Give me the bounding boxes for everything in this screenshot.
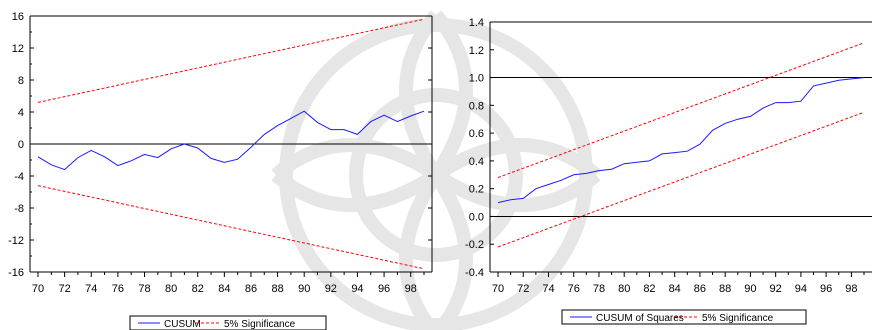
x-tick-label: 82: [643, 283, 655, 295]
x-tick-label: 80: [165, 283, 177, 295]
x-tick-label: 88: [271, 283, 283, 295]
y-tick-label: 0.0: [469, 211, 484, 223]
x-tick-label: 92: [770, 283, 782, 295]
y-tick-label: 0.8: [469, 100, 484, 112]
y-tick-label: 1.2: [469, 45, 484, 57]
x-tick-label: 78: [593, 283, 605, 295]
x-tick-label: 98: [405, 283, 417, 295]
y-tick-label: 0.2: [469, 184, 484, 196]
x-tick-label: 70: [32, 283, 44, 295]
y-tick-label: 0.6: [469, 128, 484, 140]
significance-lower-line: [497, 111, 865, 248]
x-tick-label: 74: [542, 283, 554, 295]
legend-label-series: CUSUM: [164, 319, 201, 330]
legend-label-significance: 5% Significance: [702, 313, 774, 324]
y-tick-label: 16: [12, 11, 24, 23]
legend-label-significance: 5% Significance: [224, 319, 296, 330]
y-tick-label: 0.4: [469, 156, 484, 168]
x-tick-label: 96: [820, 283, 832, 295]
x-tick-label: 96: [378, 283, 390, 295]
x-tick-label: 90: [744, 283, 756, 295]
y-tick-label: -12: [8, 235, 24, 247]
cusum-squares-chart: 1.4 1.2 1.0 0.8 0.6 0.4 0.2 0.0 -0.2 -0.4 70 72 74 76…: [465, 17, 872, 325]
y-tick-label: 8: [18, 75, 24, 87]
x-tick-label: 78: [138, 283, 150, 295]
legend-box: [129, 315, 327, 330]
watermark-petal-4: [423, 138, 601, 212]
x-tick-label: 94: [351, 283, 363, 295]
x-tick-label: 74: [85, 283, 97, 295]
x-tick-label: 92: [325, 283, 337, 295]
x-tick-label: 90: [298, 283, 310, 295]
y-tick-label: -4: [14, 171, 24, 183]
x-tick-label: 94: [795, 283, 807, 295]
significance-lower-line: [37, 185, 425, 270]
x-tick-label: 72: [517, 283, 529, 295]
x-tick-label: 88: [719, 283, 731, 295]
y-tick-label: 12: [12, 43, 24, 55]
background-watermark: [271, 10, 601, 330]
y-tick-label: -0.4: [465, 267, 484, 279]
significance-upper-line: [37, 18, 425, 103]
x-tick-label: 86: [694, 283, 706, 295]
x-tick-label: 82: [192, 283, 204, 295]
y-tick-label: 1.0: [469, 73, 484, 85]
series-line-cusum: [37, 110, 425, 171]
series-line-cusum-of-squares: [497, 77, 865, 204]
x-tick-label: 76: [568, 283, 580, 295]
x-tick-label: 98: [845, 283, 857, 295]
x-tick-label: 80: [618, 283, 630, 295]
x-tick-label: 84: [669, 283, 681, 295]
legend-label-series: CUSUM of Squares: [596, 313, 684, 324]
watermark-ring-inner: [349, 88, 524, 262]
y-tick-label: 4: [18, 107, 24, 119]
y-tick-label: -8: [14, 203, 24, 215]
x-tick-label: 86: [245, 283, 257, 295]
significance-upper-line: [497, 42, 865, 179]
x-tick-label: 84: [218, 283, 230, 295]
x-tick-label: 70: [492, 283, 504, 295]
y-tick-label: 0: [18, 139, 24, 151]
y-tick-label: -16: [8, 267, 24, 279]
x-tick-label: 72: [58, 283, 70, 295]
y-tick-label: -0.2: [465, 239, 484, 251]
x-tick-label: 76: [112, 283, 124, 295]
y-tick-label: 1.4: [469, 17, 484, 29]
